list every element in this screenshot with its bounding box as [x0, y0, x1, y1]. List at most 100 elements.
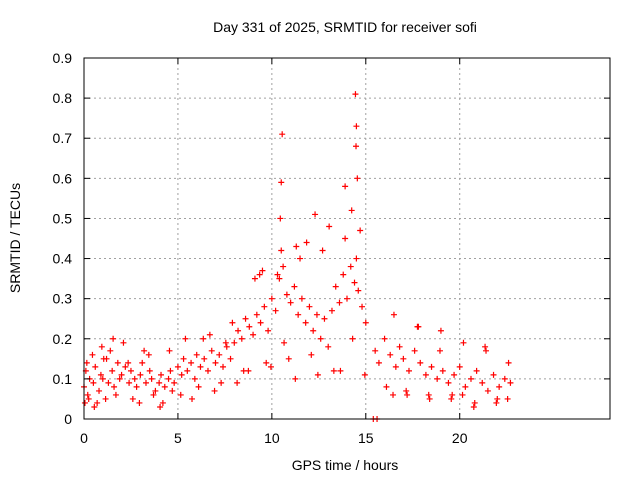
y-tick-labels: 0 0.1 0.2 0.3 0.4 0.5 0.6 0.7 0.8 0.9 — [53, 50, 73, 427]
data-point — [105, 379, 112, 386]
data-point — [439, 367, 446, 374]
data-point — [321, 315, 328, 322]
data-points — [81, 91, 514, 422]
data-point — [133, 383, 140, 390]
y-tick-label: 0.5 — [53, 210, 73, 226]
data-point — [200, 335, 207, 342]
data-point — [97, 371, 104, 378]
y-tick-label: 0.7 — [53, 130, 73, 146]
y-tick-label: 0.1 — [53, 371, 73, 387]
data-point — [99, 375, 106, 382]
data-point — [265, 327, 272, 334]
data-point — [118, 371, 125, 378]
data-point — [156, 379, 163, 386]
data-point — [157, 403, 164, 410]
data-point — [136, 399, 143, 406]
data-point — [428, 363, 435, 370]
data-point — [375, 359, 382, 366]
data-point — [505, 359, 512, 366]
data-point — [167, 367, 174, 374]
data-point — [131, 375, 138, 382]
data-point — [426, 395, 433, 402]
y-tick-label: 0.9 — [53, 50, 73, 66]
data-point — [390, 311, 397, 318]
data-point — [437, 327, 444, 334]
data-point — [283, 291, 290, 298]
data-point — [482, 343, 489, 350]
data-point — [352, 91, 359, 98]
data-point — [353, 143, 360, 150]
data-point — [211, 387, 218, 394]
data-point — [303, 239, 310, 246]
data-point — [308, 351, 315, 358]
data-point — [116, 375, 123, 382]
data-point — [298, 295, 305, 302]
data-point — [312, 211, 319, 218]
data-point — [501, 375, 508, 382]
plot-frame — [83, 57, 611, 420]
data-point — [392, 363, 399, 370]
y-tick-label: 0.4 — [53, 251, 73, 267]
x-axis-label: GPS time / hours — [292, 457, 399, 473]
data-point — [159, 399, 166, 406]
data-point — [122, 363, 129, 370]
data-point — [257, 319, 264, 326]
data-point — [206, 331, 213, 338]
data-point — [349, 335, 356, 342]
data-point — [336, 299, 343, 306]
data-point — [242, 315, 249, 322]
data-point — [317, 335, 324, 342]
data-point — [471, 399, 478, 406]
y-axis-label: SRMTID / TECUs — [7, 183, 23, 293]
data-point — [171, 379, 178, 386]
data-point — [94, 399, 101, 406]
data-point — [166, 347, 173, 354]
data-point — [504, 395, 511, 402]
data-point — [165, 375, 172, 382]
y-tick-label: 0.2 — [53, 331, 73, 347]
data-point — [193, 351, 200, 358]
data-point — [120, 339, 127, 346]
data-point — [238, 335, 245, 342]
data-point — [169, 387, 176, 394]
data-point — [109, 367, 116, 374]
data-point — [278, 179, 285, 186]
data-point — [445, 379, 452, 386]
data-point — [353, 123, 360, 130]
data-point — [268, 295, 275, 302]
data-point — [96, 387, 103, 394]
data-point — [85, 395, 92, 402]
data-point — [267, 363, 274, 370]
data-point — [161, 383, 168, 390]
data-point — [197, 363, 204, 370]
x-tick-labels: 0 5 10 15 20 — [80, 430, 468, 446]
data-point — [125, 359, 132, 366]
data-point — [178, 371, 185, 378]
data-point — [390, 391, 397, 398]
tick-marks — [83, 57, 610, 420]
data-point — [234, 379, 241, 386]
data-point — [111, 383, 118, 390]
data-point — [278, 247, 285, 254]
data-point — [400, 355, 407, 362]
x-tick-label: 20 — [452, 430, 468, 446]
data-point — [222, 339, 229, 346]
x-tick-label: 15 — [358, 430, 374, 446]
data-point — [381, 335, 388, 342]
data-point — [250, 331, 257, 338]
data-point — [276, 275, 283, 282]
x-tick-label: 5 — [174, 430, 182, 446]
data-point — [348, 207, 355, 214]
data-point — [204, 367, 211, 374]
data-point — [302, 319, 309, 326]
data-point — [129, 395, 136, 402]
data-point — [112, 391, 119, 398]
data-point — [353, 255, 360, 262]
x-tick-label: 0 — [80, 430, 88, 446]
data-point — [126, 379, 133, 386]
data-point — [287, 299, 294, 306]
data-point — [229, 319, 236, 326]
data-point — [467, 375, 474, 382]
data-point — [434, 375, 441, 382]
data-point — [314, 371, 321, 378]
